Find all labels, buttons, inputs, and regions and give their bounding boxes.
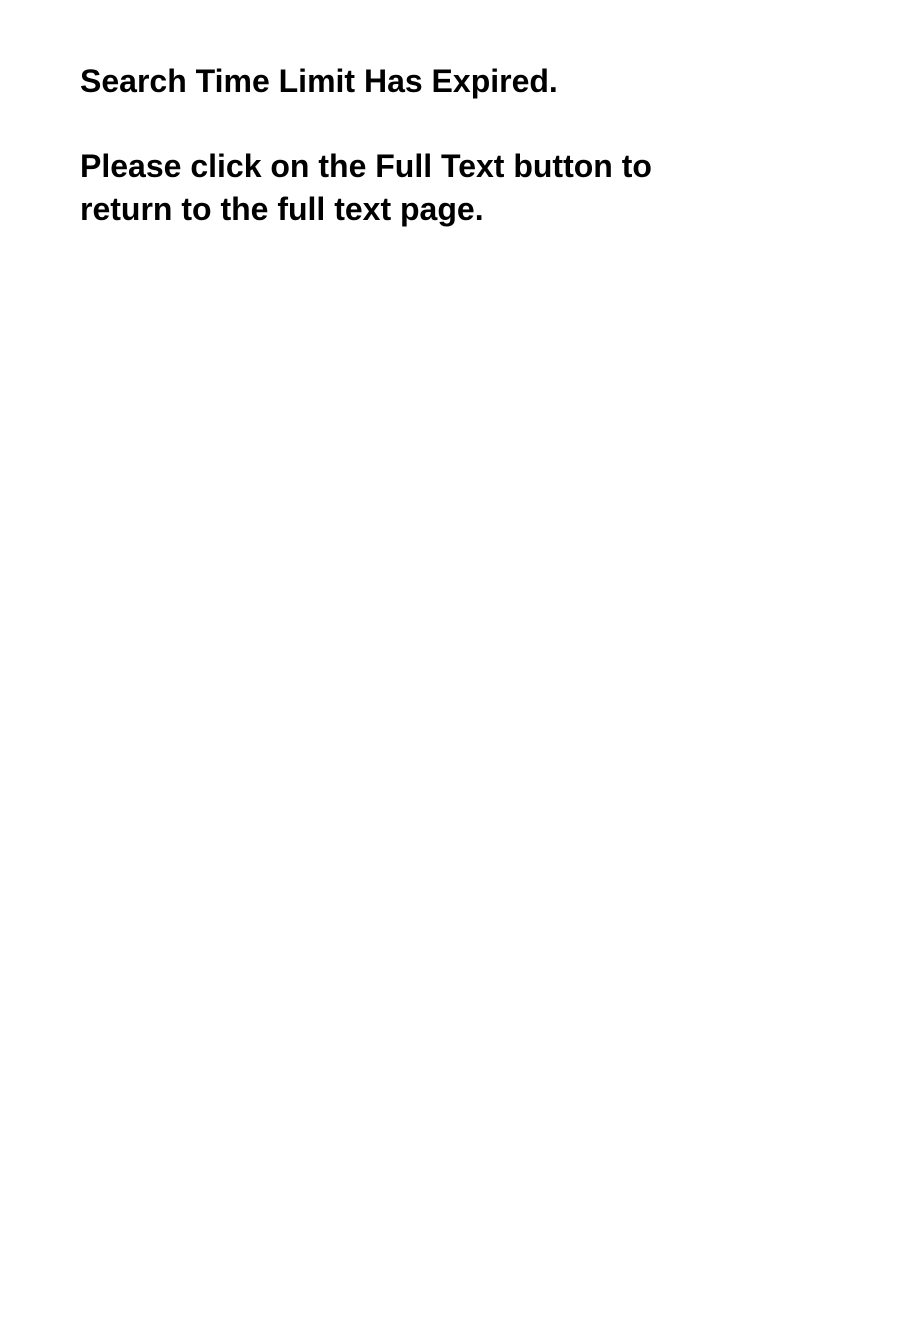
instruction-text: Please click on the Full Text button to …	[80, 145, 720, 231]
expired-heading: Search Time Limit Has Expired.	[80, 60, 819, 103]
